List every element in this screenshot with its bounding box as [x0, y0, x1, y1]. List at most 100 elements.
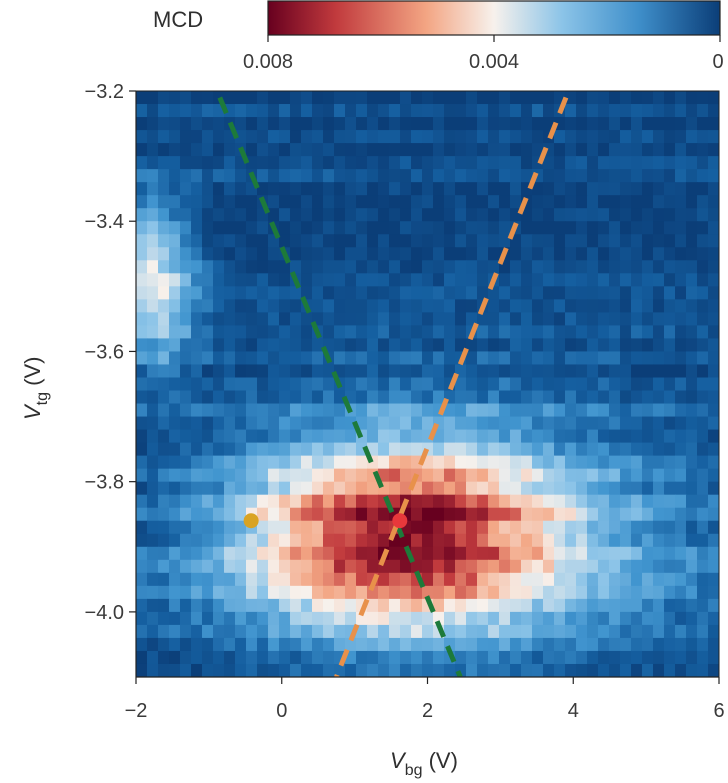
heatmap-cell	[290, 442, 302, 457]
heatmap-cell	[257, 351, 269, 366]
heatmap-cell	[444, 299, 456, 313]
heatmap-cell	[345, 273, 357, 287]
heatmap-cell	[653, 598, 665, 613]
heatmap-cell	[257, 91, 269, 105]
heatmap-cell	[664, 637, 676, 652]
heatmap-cell	[268, 390, 280, 405]
heatmap-cell	[510, 585, 522, 600]
heatmap-cell	[345, 416, 357, 431]
heatmap-cell	[213, 637, 225, 652]
heatmap-cell	[532, 585, 544, 600]
heatmap-cell	[609, 390, 621, 405]
heatmap-cell	[422, 117, 434, 131]
heatmap-cell	[499, 533, 511, 548]
heatmap-cell	[521, 117, 533, 131]
heatmap-cell	[642, 468, 654, 483]
heatmap-cell	[466, 520, 478, 535]
heatmap-cell	[158, 273, 170, 287]
heatmap-cell	[235, 260, 247, 274]
heatmap-cell	[620, 650, 632, 665]
heatmap-cell	[455, 325, 467, 340]
heatmap-cell	[389, 403, 401, 418]
heatmap-cell	[389, 247, 401, 261]
heatmap-cell	[246, 221, 258, 235]
heatmap-cell	[708, 117, 719, 131]
heatmap-cell	[620, 520, 632, 535]
heatmap-cell	[488, 481, 500, 496]
heatmap-cell	[499, 403, 511, 418]
heatmap-cell	[433, 104, 445, 118]
heatmap-cell	[510, 338, 522, 353]
heatmap-cell	[708, 598, 719, 613]
heatmap-cell	[367, 377, 379, 392]
heatmap-cell	[290, 572, 302, 587]
heatmap-cell	[147, 559, 159, 574]
heatmap-cell	[378, 182, 390, 196]
heatmap-cell	[631, 572, 643, 587]
x-axis: −2 0 2 4 6	[125, 676, 725, 722]
heatmap-cell	[576, 494, 588, 509]
heatmap-cell	[411, 143, 423, 157]
heatmap-cell	[312, 195, 324, 209]
heatmap-cell	[532, 195, 544, 209]
heatmap-cell	[587, 299, 599, 313]
heatmap-cell	[312, 182, 324, 196]
heatmap-cell	[169, 416, 181, 431]
heatmap-cell	[279, 325, 291, 340]
heatmap-cell	[708, 338, 719, 353]
heatmap-cell	[609, 533, 621, 548]
heatmap-cell	[620, 351, 632, 366]
heatmap-cell	[686, 533, 698, 548]
heatmap-cell	[367, 338, 379, 353]
heatmap-cell	[422, 533, 434, 548]
heatmap-cell	[598, 273, 610, 287]
heatmap-cell	[136, 299, 148, 313]
heatmap-cell	[642, 390, 654, 405]
heatmap-cell	[290, 325, 302, 340]
heatmap-cell	[565, 572, 577, 587]
heatmap-cell	[521, 156, 533, 170]
heatmap-cell	[312, 130, 324, 144]
heatmap-cell	[367, 312, 379, 326]
heatmap-cell	[257, 546, 269, 561]
heatmap-cell	[334, 208, 346, 222]
heatmap-cell	[664, 221, 676, 235]
heatmap-cell	[268, 403, 280, 418]
heatmap-cell	[180, 117, 192, 131]
heatmap-cell	[631, 663, 643, 677]
heatmap-cell	[158, 416, 170, 431]
heatmap-cell	[378, 533, 390, 548]
heatmap-cell	[422, 169, 434, 183]
heatmap-cell	[642, 169, 654, 183]
heatmap-cell	[609, 377, 621, 392]
heatmap-cell	[213, 403, 225, 418]
heatmap-cell	[499, 260, 511, 274]
heatmap-cell	[609, 91, 621, 105]
heatmap-cell	[235, 156, 247, 170]
heatmap-cell	[422, 195, 434, 209]
heatmap-cell	[356, 338, 368, 353]
heatmap-cell	[345, 364, 357, 379]
heatmap-cell	[477, 429, 489, 444]
heatmap-cell	[334, 572, 346, 587]
heatmap-cell	[224, 286, 236, 300]
heatmap-cell	[411, 494, 423, 509]
heatmap-cell	[532, 572, 544, 587]
heatmap-cell	[554, 117, 566, 131]
heatmap-cell	[532, 533, 544, 548]
heatmap-cell	[477, 533, 489, 548]
heatmap-cell	[367, 650, 379, 665]
heatmap-cell	[675, 156, 687, 170]
heatmap-cell	[345, 533, 357, 548]
heatmap-cell	[477, 403, 489, 418]
heatmap-cell	[422, 156, 434, 170]
heatmap-cell	[378, 416, 390, 431]
heatmap-cell	[576, 572, 588, 587]
heatmap-cell	[169, 130, 181, 144]
heatmap-cell	[378, 156, 390, 170]
heatmap-cell	[499, 637, 511, 652]
heatmap-cell	[477, 182, 489, 196]
heatmap-cell	[312, 169, 324, 183]
heatmap-cell	[576, 299, 588, 313]
heatmap-cell	[543, 208, 555, 222]
